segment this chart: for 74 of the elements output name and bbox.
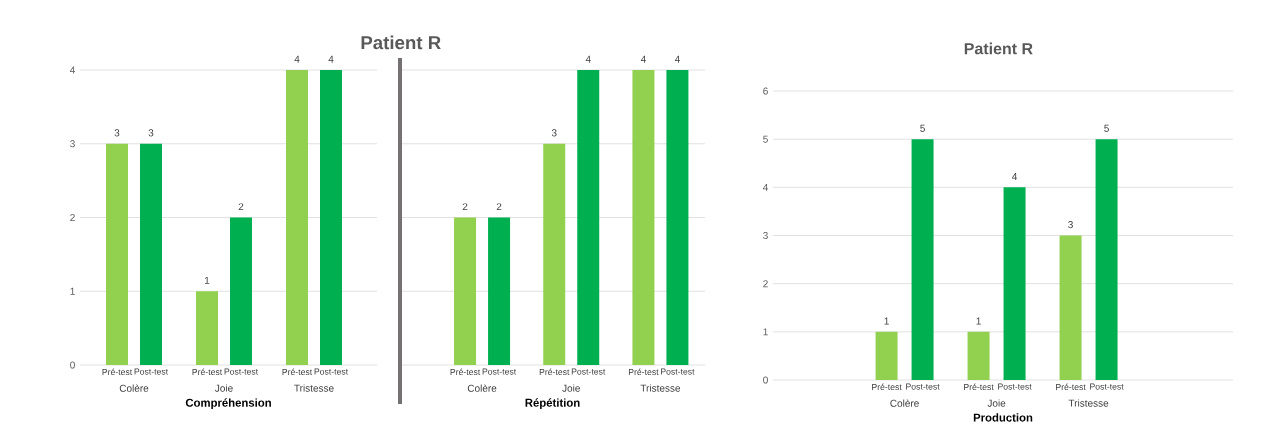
- y-tick-label: 4: [762, 183, 769, 191]
- series-label: Post-test: [482, 368, 517, 375]
- data-label: 1: [204, 276, 210, 284]
- data-label: 1: [884, 317, 889, 325]
- text: Pré-test: [102, 368, 133, 376]
- x-tick-label: Joie: [214, 384, 233, 392]
- y-tick-label: 1: [763, 328, 768, 336]
- bar: [967, 331, 990, 380]
- chart-title: Patient R: [361, 35, 441, 50]
- x-tick-label: Joie: [562, 384, 580, 392]
- text: Pré-test: [282, 368, 313, 376]
- text: Post-test: [998, 383, 1032, 390]
- x-tick-label: Tristesse: [294, 384, 334, 392]
- y-tick-label: 2: [763, 280, 768, 288]
- text: Pré-test: [964, 383, 994, 391]
- bar: [140, 143, 163, 365]
- chart-title: Patient R: [964, 42, 1033, 55]
- bar: [196, 291, 219, 365]
- y-tick-label: 0: [763, 376, 768, 384]
- x-axis-title: Répétition: [525, 398, 580, 409]
- bar: [1095, 139, 1118, 380]
- data-label: 3: [148, 129, 154, 137]
- x-axis-title: Compréhension: [185, 398, 271, 409]
- y-tick-label: 6: [763, 87, 768, 95]
- data-label: 4: [585, 55, 591, 63]
- data-label: 1: [976, 317, 981, 325]
- y-tick-label: 3: [70, 140, 75, 148]
- x-tick-label: Colère: [119, 384, 149, 392]
- series-label: Pré-test: [872, 383, 902, 391]
- x-tick-label: Tristesse: [1068, 399, 1109, 407]
- text: Post-test: [906, 383, 940, 390]
- text: Post-test: [314, 368, 349, 375]
- data-label: 3: [114, 129, 120, 137]
- bar: [286, 70, 308, 365]
- text: Post-test: [571, 368, 606, 375]
- bar: [875, 331, 898, 380]
- data-label: 5: [920, 124, 925, 132]
- data-label: 3: [1068, 221, 1073, 229]
- series-label: Post-test: [134, 368, 169, 375]
- text: Pré-test: [450, 368, 481, 376]
- text: Pré-test: [539, 368, 570, 376]
- data-label: 2: [462, 203, 468, 211]
- y-tick-label: 4: [69, 66, 76, 74]
- data-label: 4: [294, 55, 300, 63]
- y-tick-label: 1: [70, 287, 75, 295]
- text: Post-test: [661, 368, 695, 375]
- bar: [320, 70, 343, 365]
- x-tick-label: Colère: [890, 399, 919, 407]
- data-label: 4: [674, 55, 680, 63]
- y-tick-label: 2: [70, 214, 75, 221]
- y-tick-label: 0: [70, 361, 75, 369]
- data-label: 4: [1012, 173, 1018, 180]
- data-label: 5: [1104, 124, 1109, 132]
- data-label: 2: [496, 203, 502, 211]
- text: Pré-test: [1056, 383, 1086, 391]
- x-axis-title: Production: [973, 413, 1033, 422]
- bar: [230, 217, 252, 365]
- data-label: 4: [328, 55, 334, 63]
- bar: [1003, 187, 1026, 380]
- data-label: 4: [640, 55, 646, 63]
- y-tick-label: 3: [763, 231, 768, 240]
- bar: [911, 139, 934, 380]
- bar: [106, 143, 129, 365]
- series-label: Pré-test: [192, 368, 223, 376]
- series-label: Post-test: [1090, 383, 1124, 390]
- x-tick-label: Joie: [987, 399, 1006, 407]
- data-label: 3: [551, 129, 557, 137]
- bar: [1059, 235, 1082, 380]
- series-label: Pré-test: [628, 368, 659, 376]
- x-tick-label: Tristesse: [640, 384, 681, 392]
- text: Post-test: [224, 368, 259, 375]
- data-label: 2: [238, 203, 244, 211]
- y-tick-label: 5: [763, 135, 768, 143]
- x-tick-label: Colère: [467, 384, 497, 392]
